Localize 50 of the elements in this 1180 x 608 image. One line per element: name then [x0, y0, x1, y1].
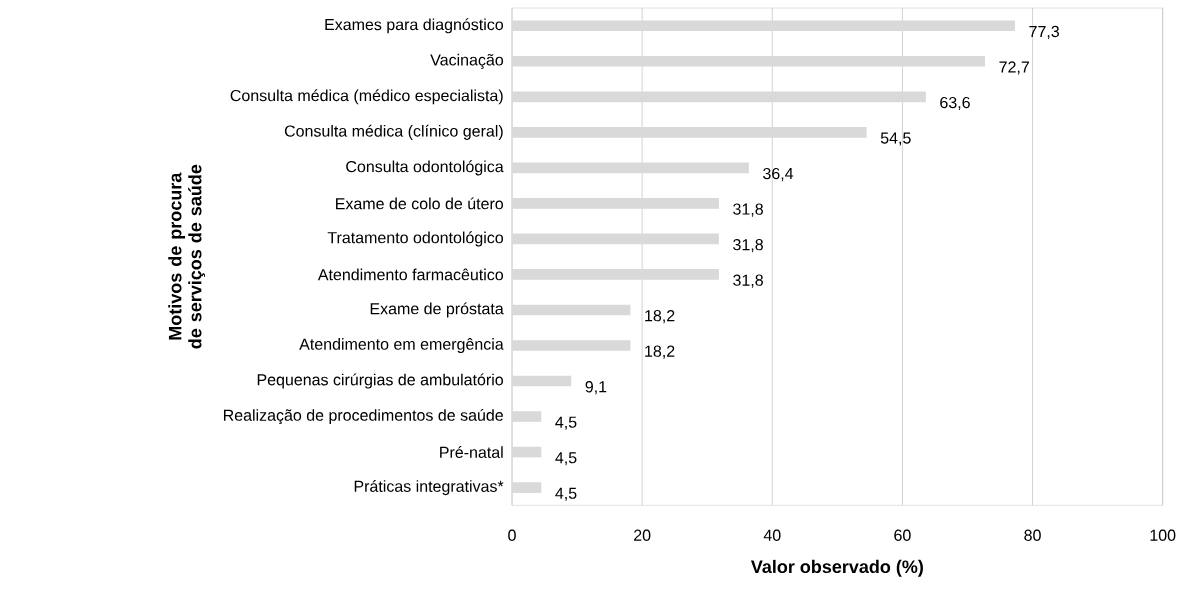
bar — [512, 446, 542, 458]
y-tick-label: Vacinação — [430, 53, 504, 69]
x-tick-label: 0 — [508, 529, 516, 541]
data-label: 63,6 — [940, 96, 970, 111]
data-label: 31,8 — [733, 274, 763, 288]
data-label: 4,5 — [555, 487, 577, 501]
bar — [512, 269, 719, 280]
bar — [512, 411, 542, 422]
data-label: 18,2 — [645, 345, 675, 359]
y-tick-label: Atendimento farmacêutico — [317, 268, 504, 281]
y-tick-label: Pequenas cirúrgias de ambulatório — [257, 373, 503, 389]
data-label: 9,1 — [585, 381, 607, 395]
x-axis-title: Valor observado (%) — [750, 559, 923, 577]
x-tick-label: 60 — [894, 529, 911, 541]
y-tick-label: Consulta médica (médico especialista) — [230, 89, 503, 105]
y-tick-label: Exames para diagnóstico — [325, 18, 504, 34]
data-label: 18,2 — [645, 310, 675, 324]
bar — [512, 20, 1015, 32]
bar — [512, 482, 542, 493]
bar — [512, 233, 719, 245]
y-tick-label: Exame de próstata — [370, 302, 504, 318]
x-tick-label: 40 — [763, 529, 781, 541]
bar — [512, 304, 631, 316]
y-axis-title: Motivos de procura de serviços de saúde — [168, 164, 206, 349]
data-label: 77,3 — [1029, 25, 1060, 40]
bar — [512, 55, 986, 67]
bar — [512, 162, 749, 174]
x-tick-label: 100 — [1150, 529, 1176, 541]
y-tick-label: Tratamento odontológico — [327, 231, 504, 247]
y-tick-label: Consulta médica (clínico geral) — [284, 124, 503, 140]
x-tick-label: 80 — [1024, 529, 1041, 541]
data-label: 72,7 — [999, 61, 1029, 75]
data-label: 4,5 — [555, 452, 577, 466]
bar — [512, 375, 572, 387]
y-tick-label: Pré-natal — [440, 446, 503, 459]
bar — [512, 91, 926, 103]
data-label: 36,4 — [763, 167, 794, 182]
y-tick-label: Exame de colo de útero — [336, 197, 504, 210]
data-label: 31,8 — [733, 203, 763, 217]
bar — [512, 340, 631, 351]
bar — [512, 127, 867, 138]
data-label: 31,8 — [733, 238, 763, 253]
bar — [512, 198, 719, 209]
y-tick-label: Consulta odontológica — [346, 160, 504, 176]
data-label: 54,5 — [880, 132, 911, 146]
data-label: 4,5 — [555, 416, 577, 430]
y-tick-label: Realização de procedimentos de saúde — [223, 408, 503, 425]
y-tick-label: Atendimento em emergência — [299, 338, 504, 353]
x-tick-label: 20 — [634, 529, 651, 541]
y-tick-label: Práticas integrativas* — [354, 480, 504, 496]
